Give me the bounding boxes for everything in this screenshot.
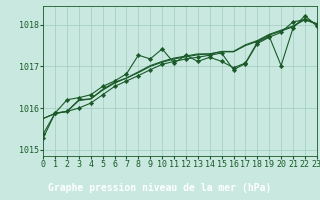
Text: Graphe pression niveau de la mer (hPa): Graphe pression niveau de la mer (hPa) [48,183,272,193]
